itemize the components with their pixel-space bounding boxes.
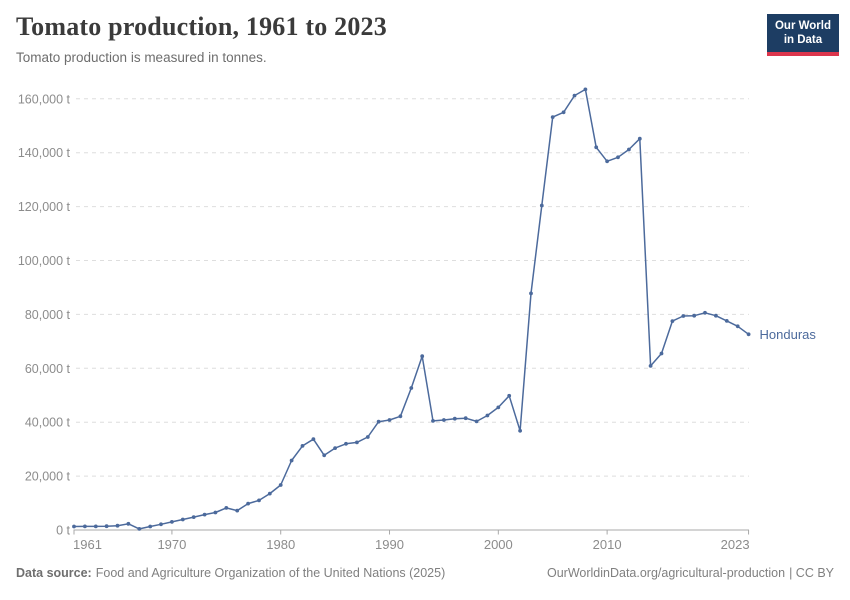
data-point[interactable] (442, 418, 446, 422)
data-point[interactable] (539, 203, 544, 208)
data-point[interactable] (148, 524, 153, 529)
data-point[interactable] (278, 483, 283, 487)
data-point[interactable] (398, 414, 403, 419)
footer-links: OurWorldinData.org/agricultural-producti… (547, 566, 834, 580)
data-point[interactable] (83, 524, 87, 529)
data-point[interactable] (344, 441, 348, 446)
y-axis-label: 160,000 t (18, 92, 71, 106)
data-point[interactable] (616, 155, 620, 160)
data-point[interactable] (191, 515, 196, 519)
data-point[interactable] (583, 87, 588, 92)
chart-footer: Data source: Food and Agriculture Organi… (0, 566, 850, 580)
data-point[interactable] (507, 393, 512, 398)
x-axis-label: 1980 (266, 537, 295, 552)
x-axis-label: 2000 (484, 537, 513, 552)
license-text: | CC BY (789, 566, 834, 580)
data-point[interactable] (572, 93, 577, 98)
data-source-label: Data source: (16, 566, 92, 580)
y-axis-label: 120,000 t (18, 200, 71, 214)
data-point[interactable] (126, 521, 131, 526)
data-point[interactable] (594, 145, 599, 150)
data-point[interactable] (627, 147, 631, 152)
owid-logo-line2: in Data (783, 34, 823, 47)
y-axis-label: 20,000 t (25, 470, 71, 484)
data-point[interactable] (550, 115, 555, 119)
data-point[interactable] (670, 319, 675, 323)
y-axis-label: 140,000 t (18, 146, 71, 160)
x-axis-label: 2023 (721, 537, 750, 552)
y-axis-label: 0 t (56, 524, 70, 538)
data-point[interactable] (170, 520, 174, 524)
data-point[interactable] (724, 319, 729, 323)
data-point[interactable] (355, 440, 359, 445)
data-point[interactable] (529, 291, 533, 296)
y-axis-label: 60,000 t (25, 362, 71, 376)
data-point[interactable] (376, 419, 381, 424)
page-title: Tomato production, 1961 to 2023 (16, 12, 387, 41)
x-axis-label: 1961 (73, 537, 102, 552)
data-point[interactable] (714, 313, 718, 318)
series-line[interactable] (73, 88, 750, 530)
y-axis-label: 80,000 t (25, 308, 71, 322)
data-point[interactable] (159, 522, 163, 527)
data-point[interactable] (431, 419, 435, 423)
data-point[interactable] (420, 354, 425, 359)
data-point[interactable] (703, 310, 707, 315)
data-point[interactable] (300, 444, 305, 448)
data-point[interactable] (474, 419, 479, 424)
data-point[interactable] (659, 351, 664, 356)
owid-url-link[interactable]: OurWorldinData.org/agricultural-producti… (547, 566, 786, 580)
data-point[interactable] (681, 314, 686, 318)
data-source-text[interactable]: Food and Agriculture Organization of the… (95, 566, 446, 580)
x-axis-label: 2010 (593, 537, 622, 552)
data-point[interactable] (289, 458, 294, 463)
data-point[interactable] (72, 524, 76, 529)
chart-header: Tomato production, 1961 to 2023 Tomato p… (16, 12, 756, 65)
data-point[interactable] (213, 510, 218, 515)
data-point[interactable] (735, 324, 740, 329)
data-point[interactable] (387, 418, 392, 422)
data-point[interactable] (267, 491, 272, 496)
data-point[interactable] (518, 428, 522, 433)
x-axis-label: 1970 (157, 537, 186, 552)
data-point[interactable] (485, 413, 490, 418)
chart-subtitle: Tomato production is measured in tonnes. (16, 50, 267, 65)
series-label[interactable]: Honduras (760, 327, 817, 342)
y-axis-label: 100,000 t (18, 254, 71, 268)
data-point[interactable] (648, 364, 653, 368)
data-point[interactable] (137, 527, 142, 531)
data-point[interactable] (180, 517, 185, 522)
data-point[interactable] (746, 332, 751, 337)
data-point[interactable] (311, 437, 316, 442)
y-axis-label: 40,000 t (25, 416, 71, 430)
data-point[interactable] (115, 523, 120, 528)
data-point[interactable] (605, 159, 609, 164)
data-point[interactable] (637, 136, 642, 141)
data-point[interactable] (224, 506, 229, 510)
data-point[interactable] (235, 508, 240, 513)
data-source: Data source: Food and Agriculture Organi… (16, 566, 445, 580)
data-point[interactable] (246, 501, 251, 506)
data-point[interactable] (561, 110, 566, 115)
x-axis-label: 1990 (375, 537, 404, 552)
data-point[interactable] (365, 435, 370, 439)
data-point[interactable] (322, 453, 327, 458)
data-point[interactable] (463, 416, 468, 421)
data-point[interactable] (202, 512, 207, 517)
data-point[interactable] (409, 386, 414, 390)
data-point[interactable] (692, 313, 697, 318)
data-point[interactable] (93, 524, 98, 529)
data-point[interactable] (452, 416, 457, 421)
owid-logo[interactable]: Our World in Data (766, 14, 839, 56)
data-point[interactable] (333, 446, 337, 450)
data-point[interactable] (496, 405, 501, 410)
data-point[interactable] (104, 524, 109, 529)
owid-logo-line1: Our World (774, 20, 831, 32)
data-point[interactable] (257, 498, 261, 503)
